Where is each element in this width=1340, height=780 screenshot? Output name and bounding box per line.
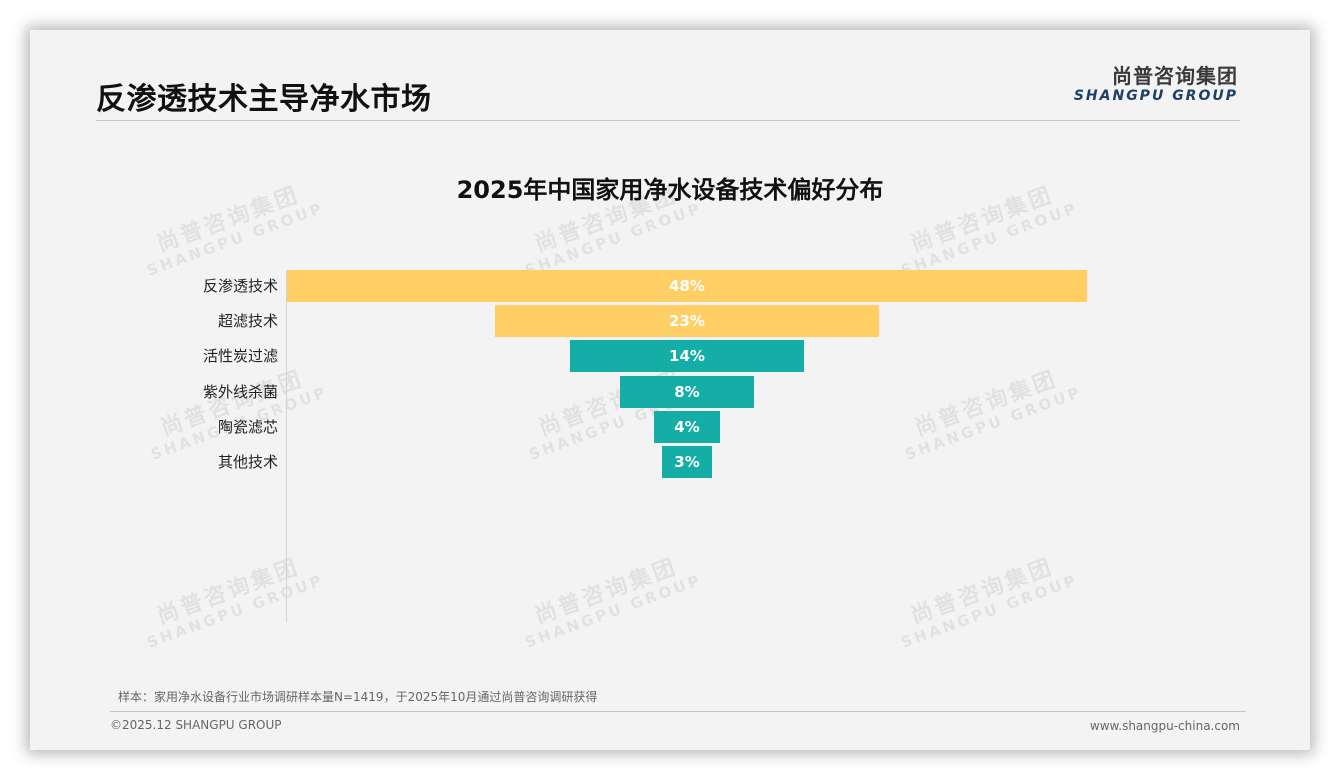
category-label: 陶瓷滤芯 — [217, 418, 278, 436]
watermark: 尚普咨询集团 SHANGPU GROUP — [891, 549, 1081, 652]
page-title: 反渗透技术主导净水市场 — [96, 82, 432, 117]
copyright: ©2025.12 SHANGPU GROUP — [110, 718, 282, 732]
chart-title: 2025年中国家用净水设备技术偏好分布 — [456, 176, 884, 204]
watermark-cn: 尚普咨询集团 — [911, 366, 1062, 442]
bar-value-label: 4% — [674, 418, 700, 436]
funnel-bar: 48% — [287, 270, 1087, 302]
watermark-en: SHANGPU GROUP — [144, 198, 327, 280]
website-link[interactable]: www.shangpu-china.com — [1089, 719, 1240, 733]
bar-value-label: 8% — [674, 383, 700, 401]
sample-footnote: 样本：家用净水设备行业市场调研样本量N=1419，于2025年10月通过尚普咨询… — [118, 690, 598, 704]
watermark-en: SHANGPU GROUP — [522, 198, 705, 280]
category-label: 紫外线杀菌 — [202, 383, 278, 401]
bar-value-label: 23% — [669, 312, 705, 330]
funnel-bar: 3% — [662, 446, 712, 478]
watermark-cn: 尚普咨询集团 — [531, 554, 682, 630]
header-divider — [96, 120, 1240, 121]
watermark-en: SHANGPU GROUP — [902, 382, 1085, 464]
watermark-en: SHANGPU GROUP — [898, 570, 1081, 652]
watermark-en: SHANGPU GROUP — [898, 198, 1081, 280]
funnel-bar: 4% — [653, 411, 721, 443]
funnel-bar: 8% — [620, 376, 754, 408]
watermark-cn: 尚普咨询集团 — [153, 554, 304, 630]
bar-value-label: 48% — [669, 277, 705, 295]
watermark-en: SHANGPU GROUP — [144, 570, 327, 652]
category-label: 反渗透技术 — [202, 277, 278, 295]
watermark-en: SHANGPU GROUP — [522, 570, 705, 652]
footer-divider — [110, 711, 1246, 712]
slide: 尚普咨询集团 SHANGPU GROUP 尚普咨询集团 SHANGPU GROU… — [30, 30, 1310, 750]
watermark-cn: 尚普咨询集团 — [907, 554, 1058, 630]
category-label: 超滤技术 — [217, 312, 278, 330]
company-logo: 尚普咨询集团 SHANGPU GROUP — [1074, 64, 1238, 104]
category-axis-line — [286, 270, 287, 622]
logo-en: SHANGPU GROUP — [1073, 88, 1238, 104]
watermark: 尚普咨询集团 SHANGPU GROUP — [895, 361, 1085, 464]
bar-value-label: 14% — [669, 347, 705, 365]
watermark: 尚普咨询集团 SHANGPU GROUP — [515, 549, 705, 652]
funnel-bar: 23% — [495, 305, 879, 337]
category-label: 活性炭过滤 — [202, 347, 278, 365]
logo-cn: 尚普咨询集团 — [1112, 64, 1238, 88]
bar-value-label: 3% — [674, 453, 700, 471]
category-label: 其他技术 — [217, 453, 278, 471]
watermark: 尚普咨询集团 SHANGPU GROUP — [137, 549, 327, 652]
funnel-bar: 14% — [570, 340, 804, 372]
